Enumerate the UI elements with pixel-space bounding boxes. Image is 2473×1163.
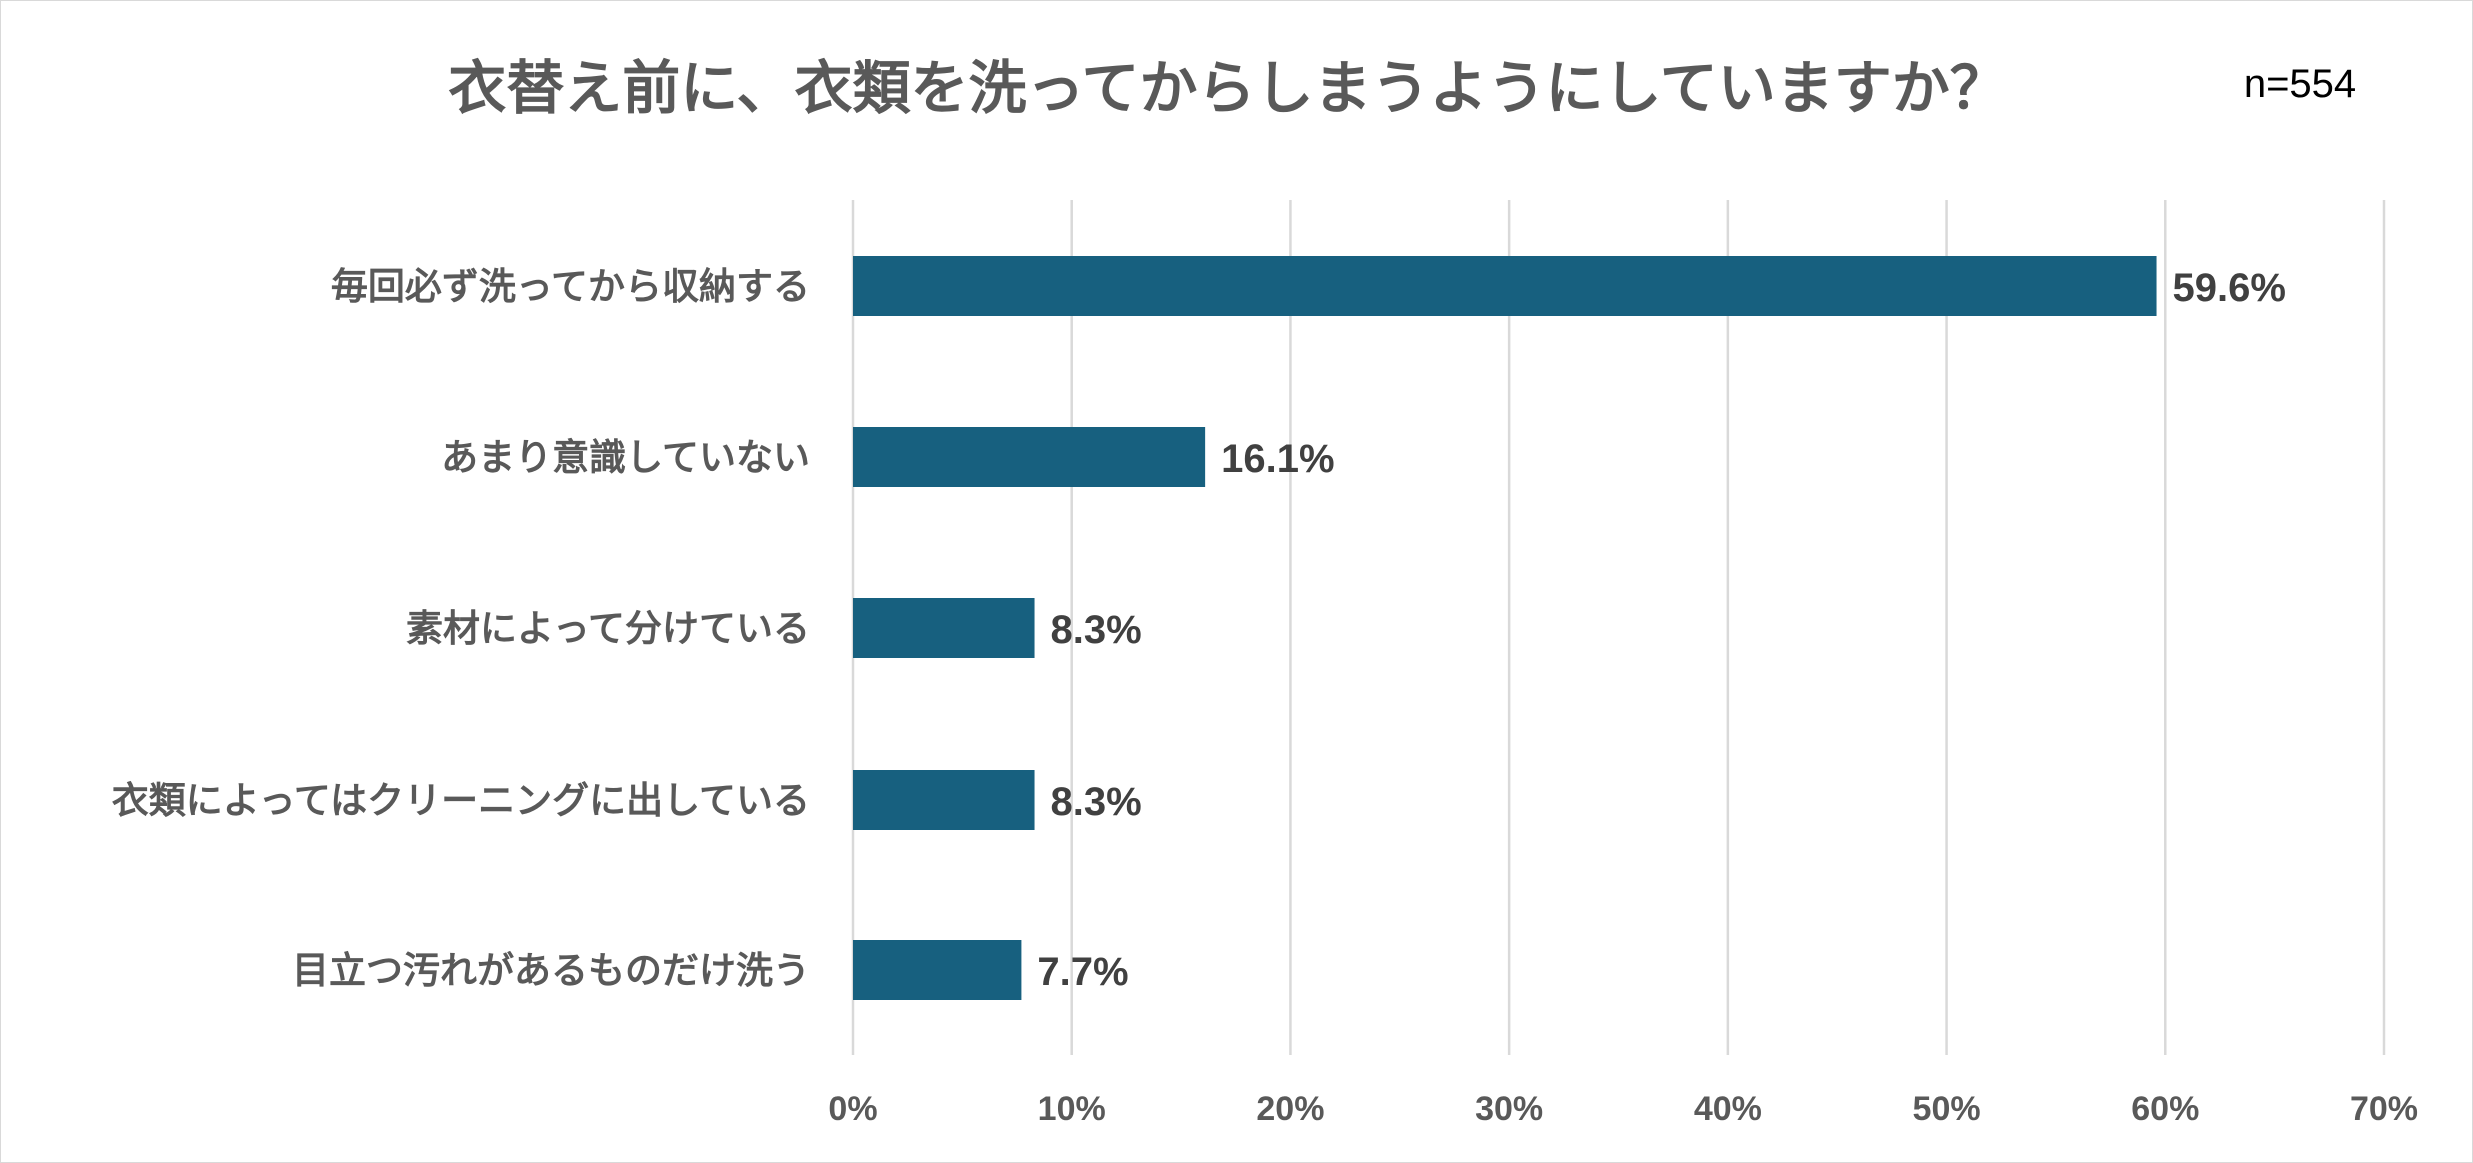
bar [853,598,1035,658]
chart-title: 衣替え前に、衣類を洗ってからしまうようにしていますか？ [448,54,2008,122]
bar [853,770,1035,830]
labels: 0% 10% 20% 30% 40% 50% 60% 70% 毎回必ず洗ってから収納する 59.6… [112,265,2418,1128]
x-tick-label: 60% [2131,1090,2199,1128]
x-tick-label: 50% [1913,1090,1981,1128]
gridlines [851,200,2386,1055]
category-label: 毎回必ず洗ってから収納する [331,265,810,308]
x-tick-label: 20% [1256,1090,1324,1128]
x-tick-label: 0% [828,1090,877,1128]
bars [853,256,2157,1000]
category-label: 素材によって分けている [406,607,810,650]
x-tick-label: 10% [1038,1090,1106,1128]
data-label: 8.3% [1051,608,1142,652]
data-label: 8.3% [1051,780,1142,824]
data-label: 16.1% [1221,437,1334,481]
x-tick-label: 30% [1475,1090,1543,1128]
x-tick-label: 40% [1694,1090,1762,1128]
data-label: 7.7% [1037,950,1128,994]
bar [853,256,2157,316]
category-label: 目立つ汚れがあるものだけ洗う [292,949,810,992]
bar [853,940,1022,1000]
category-label: あまり意識していない [441,436,810,479]
sample-size-label: n=554 [2244,62,2356,106]
x-tick-label: 70% [2350,1090,2418,1128]
category-label: 衣類によってはクリーニングに出している [112,779,810,822]
bar [853,427,1206,487]
data-label: 59.6% [2173,266,2286,310]
